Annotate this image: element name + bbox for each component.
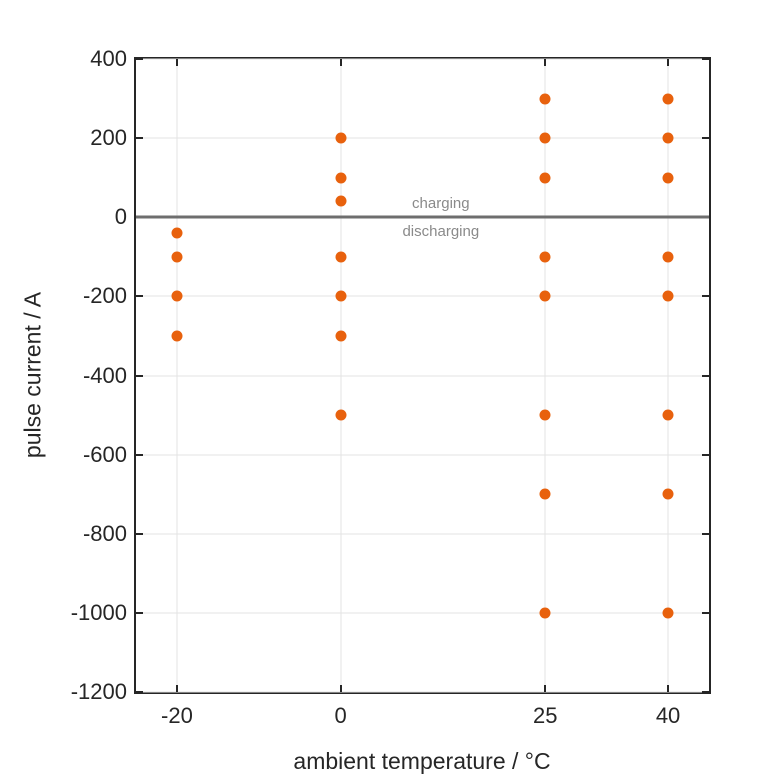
y-tick-mark <box>702 295 709 298</box>
data-point <box>335 290 347 302</box>
data-point <box>539 607 551 619</box>
y-tick-mark <box>702 374 709 377</box>
data-point <box>539 172 551 184</box>
zero-reference-line <box>136 215 709 219</box>
data-point <box>662 290 674 302</box>
y-tick-label: -1200 <box>70 679 127 704</box>
x-tick-mark <box>339 59 342 66</box>
data-point <box>539 488 551 500</box>
data-point <box>662 132 674 144</box>
y-tick-label: 200 <box>90 125 127 151</box>
y-gridline <box>136 137 709 139</box>
y-tick-label: -1000 <box>70 599 127 625</box>
data-point <box>662 172 674 184</box>
charging-label: charging <box>412 195 470 213</box>
plot-area: charging discharging <box>134 57 711 694</box>
y-tick-mark <box>136 58 143 60</box>
data-point <box>539 251 551 263</box>
y-tick-mark <box>136 137 143 140</box>
data-point <box>171 290 183 302</box>
y-gridline <box>136 533 709 535</box>
data-point <box>335 330 347 342</box>
data-point <box>335 409 347 421</box>
y-gridline <box>136 691 709 693</box>
y-tick-label: -400 <box>82 362 127 388</box>
y-tick-mark <box>702 137 709 140</box>
y-tick-mark <box>136 691 143 693</box>
y-tick-label: -200 <box>82 283 127 309</box>
y-gridline <box>136 295 709 297</box>
data-point <box>539 290 551 302</box>
data-point <box>335 251 347 263</box>
data-point <box>662 251 674 263</box>
y-tick-mark <box>702 453 709 456</box>
data-point <box>662 607 674 619</box>
discharging-label: discharging <box>402 223 480 241</box>
y-axis-title: pulse current / A <box>19 291 46 459</box>
data-point <box>662 488 674 500</box>
x-tick-label: -20 <box>161 703 193 728</box>
y-gridline <box>136 454 709 456</box>
data-point <box>662 93 674 105</box>
y-tick-mark <box>702 691 709 693</box>
data-point <box>662 409 674 421</box>
y-tick-mark <box>136 532 143 535</box>
y-tick-mark <box>136 374 143 377</box>
data-point <box>539 409 551 421</box>
y-gridline <box>136 375 709 376</box>
x-tick-mark <box>667 59 670 66</box>
y-tick-label: -800 <box>82 520 127 546</box>
data-point <box>335 132 347 144</box>
y-tick-label: 400 <box>90 46 127 71</box>
data-point <box>335 172 347 184</box>
y-gridline <box>136 58 709 60</box>
x-tick-mark <box>544 59 547 66</box>
data-point <box>335 195 347 207</box>
y-tick-mark <box>702 58 709 60</box>
y-tick-label: 0 <box>114 204 127 230</box>
x-tick-mark <box>175 685 178 692</box>
data-point <box>539 132 551 144</box>
data-point <box>539 93 551 105</box>
y-tick-mark <box>136 453 143 456</box>
y-tick-mark <box>702 611 709 614</box>
x-tick-mark <box>175 59 178 66</box>
data-point <box>171 227 183 239</box>
x-tick-mark <box>339 685 342 692</box>
x-tick-mark <box>544 685 547 692</box>
y-tick-mark <box>136 295 143 298</box>
x-tick-label: 25 <box>533 703 558 728</box>
y-tick-label: -600 <box>82 441 127 467</box>
data-point <box>171 330 183 342</box>
x-axis-title: ambient temperature / °C <box>293 748 551 774</box>
x-tick-label: 40 <box>655 703 681 728</box>
x-tick-mark <box>667 685 670 692</box>
y-tick-mark <box>702 532 709 535</box>
y-tick-mark <box>136 611 143 614</box>
y-gridline <box>136 612 709 614</box>
data-point <box>171 251 183 263</box>
x-tick-label: 0 <box>334 703 347 728</box>
